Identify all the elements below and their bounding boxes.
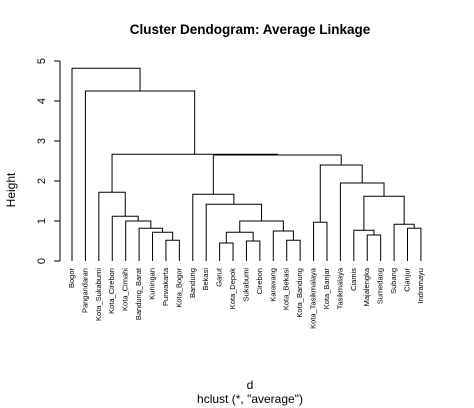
dendrogram-branch bbox=[366, 234, 382, 261]
leaf-label: Indramayu bbox=[416, 268, 425, 303]
dendrogram-branch bbox=[363, 195, 405, 231]
chart-title: Cluster Dendogram: Average Linkage bbox=[130, 22, 371, 37]
dendrogram-branch bbox=[152, 231, 174, 261]
dendrogram-branch bbox=[138, 227, 164, 261]
leaf-label: Kota_Depok bbox=[228, 268, 237, 310]
y-tick-label: 0 bbox=[36, 258, 48, 264]
leaf-label: Ciamis bbox=[349, 268, 358, 291]
leaf-label: Kota_Bekasi bbox=[282, 268, 291, 310]
dendrogram-branch bbox=[286, 239, 301, 261]
dendrogram-branch bbox=[272, 230, 294, 261]
leaf-label: Sumedang bbox=[376, 268, 385, 304]
leaf-label: Bandung_Barat bbox=[134, 267, 143, 320]
leaf-label: Bandung bbox=[188, 268, 197, 298]
dendrogram-branch bbox=[393, 223, 415, 261]
leaf-label: Kota_Sukabumi bbox=[94, 268, 103, 321]
dendrogram-branch bbox=[313, 221, 328, 261]
leaf-label: Kota_Cimahi bbox=[121, 268, 130, 311]
leaf-label: Kota_Bandung bbox=[295, 268, 304, 318]
dendrogram-branch bbox=[84, 90, 196, 261]
leaf-label: Subang bbox=[389, 268, 398, 294]
leaf-labels: Bogor Pangandaran Kota_Sukabumi Kota_Cirebo… bbox=[67, 267, 425, 329]
leaf-label: Sukabumi bbox=[241, 268, 250, 302]
y-axis: 0 1 2 3 4 5 bbox=[36, 58, 61, 264]
dendrogram-branch bbox=[111, 153, 278, 193]
leaf-label: Kota_Cirebon bbox=[107, 268, 116, 314]
dendrogram-branch bbox=[339, 182, 385, 261]
dendrogram-branch bbox=[407, 227, 422, 261]
dendrogram-branch bbox=[71, 67, 141, 261]
y-tick-label: 5 bbox=[36, 58, 48, 64]
leaf-label: Kota_Tasikmalaya bbox=[309, 267, 318, 329]
dendrogram-branch bbox=[245, 240, 261, 261]
y-tick-label: 4 bbox=[36, 98, 48, 104]
dendrogram-branches bbox=[71, 67, 422, 261]
leaf-label: Cianjur bbox=[402, 268, 411, 292]
dendrogram-branch bbox=[165, 239, 180, 261]
dendrogram-branch bbox=[125, 220, 152, 261]
leaf-label: Purwakarta bbox=[161, 267, 170, 306]
leaf-label: Garut bbox=[215, 267, 224, 287]
dendrogram-branch bbox=[219, 242, 234, 261]
y-tick-label: 3 bbox=[36, 138, 48, 144]
leaf-label: Bogor bbox=[67, 267, 76, 288]
leaf-label: Majalengka bbox=[362, 267, 371, 306]
leaf-label: Kuningan bbox=[148, 268, 157, 300]
dendrogram-branch bbox=[319, 164, 363, 223]
leaf-label: Tasikmalaya bbox=[335, 267, 344, 309]
leaf-label: Cirebon bbox=[255, 268, 264, 294]
leaf-label: Kota_Banjar bbox=[322, 267, 331, 309]
leaf-label: Bekasi bbox=[201, 268, 210, 291]
dendrogram-branch bbox=[212, 154, 342, 195]
y-tick-label: 2 bbox=[36, 178, 48, 184]
y-tick-label: 1 bbox=[36, 218, 48, 224]
x-axis-label: d bbox=[247, 378, 254, 392]
leaf-label: Pangandaran bbox=[80, 268, 89, 313]
x-axis-sublabel: hclust (*, "average") bbox=[197, 392, 303, 406]
y-axis-label: Height bbox=[4, 172, 18, 207]
leaf-label: Karawang bbox=[268, 268, 277, 302]
leaf-label: Kota_Bogor bbox=[174, 268, 183, 308]
